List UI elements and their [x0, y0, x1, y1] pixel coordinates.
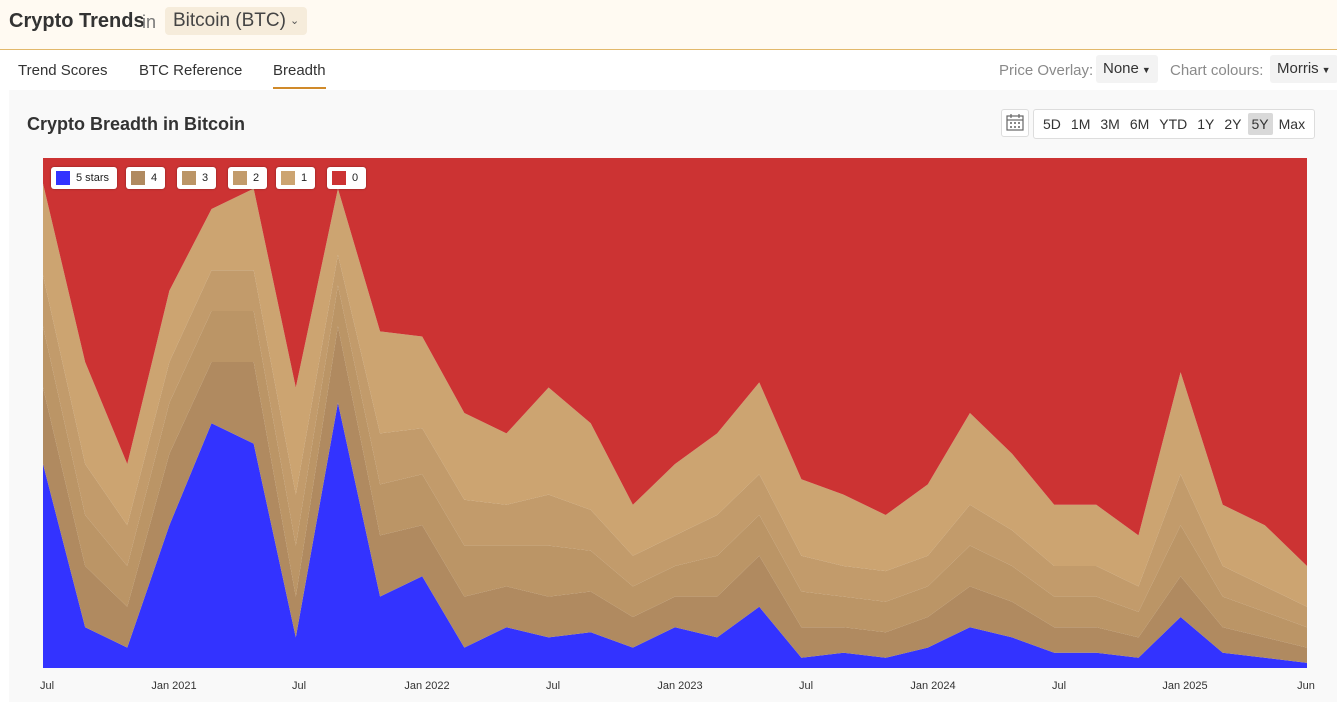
chevron-down-icon: ▼ — [1321, 65, 1331, 75]
legend-label: 2 — [253, 172, 260, 184]
legend-swatch — [131, 171, 145, 185]
top-bar: Crypto Trends in Bitcoin (BTC) ⌄ — [0, 0, 1337, 50]
legend-label: 1 — [301, 172, 308, 184]
legend-item[interactable]: 4 — [126, 167, 166, 189]
legend-item[interactable]: 1 — [276, 167, 316, 189]
tab-bar: Trend Scores BTC Reference Breadth Price… — [0, 50, 1337, 90]
chart-colours-label: Chart colours: — [1170, 62, 1264, 79]
x-tick-label: Jan 2023 — [657, 680, 703, 692]
tab-btc-reference[interactable]: BTC Reference — [139, 62, 243, 79]
calendar-icon — [1006, 114, 1024, 131]
x-tick-label: Jan 2022 — [404, 680, 450, 692]
chart-title: Crypto Breadth in Bitcoin — [27, 114, 246, 134]
tab-trend-scores[interactable]: Trend Scores — [18, 62, 108, 79]
x-tick-label: Jan 2021 — [151, 680, 197, 692]
chart-panel: Crypto Breadth in Bitcoin 5D 1M 3M 6M YTD 1Y 2… — [9, 90, 1337, 702]
x-tick-label: Jan 2024 — [910, 680, 956, 692]
chart-colours-select[interactable]: Morris ▼ — [1270, 55, 1337, 83]
range-button-6m[interactable]: 6M — [1129, 116, 1150, 132]
x-tick-label: Jul — [798, 680, 814, 692]
legend-label: 5 stars — [76, 172, 110, 184]
range-button-max[interactable]: Max — [1278, 116, 1306, 132]
x-tick-label: Jul — [39, 680, 55, 692]
legend-label: 4 — [151, 172, 158, 184]
calendar-button[interactable] — [1001, 109, 1029, 137]
x-tick-label: Jun — [1297, 680, 1315, 692]
legend-swatch — [56, 171, 70, 185]
range-selector: 5D 1M 3M 6M YTD 1Y 2Y 5Y Max — [1033, 109, 1316, 139]
tab-breadth[interactable]: Breadth — [273, 62, 326, 89]
chart-colours-value: Morris — [1277, 60, 1319, 77]
range-button-3m[interactable]: 3M — [1100, 116, 1120, 132]
price-overlay-value: None — [1103, 60, 1139, 77]
range-button-5d[interactable]: 5D — [1043, 116, 1061, 132]
app-title: Crypto Trends — [9, 10, 145, 32]
x-tick-label: Jul — [291, 680, 307, 692]
legend-item[interactable]: 2 — [228, 167, 268, 189]
area-series-5-stars — [43, 402, 1307, 668]
x-tick-label: Jan 2025 — [1162, 680, 1208, 692]
legend-swatch — [281, 171, 295, 185]
x-tick-label: Jul — [545, 680, 561, 692]
price-overlay-label: Price Overlay: — [999, 62, 1094, 79]
range-button-5y[interactable]: 5Y — [1247, 113, 1273, 135]
legend-swatch — [233, 171, 247, 185]
range-button-1m[interactable]: 1M — [1070, 116, 1091, 132]
area-series-0 — [43, 158, 1307, 566]
range-button-2y[interactable]: 2Y — [1224, 116, 1242, 132]
chevron-down-icon: ⌄ — [289, 15, 300, 27]
legend-label: 3 — [202, 172, 209, 184]
in-label: in — [142, 12, 157, 32]
area-series-3 — [43, 285, 1307, 648]
legend-label: 0 — [352, 172, 359, 184]
x-tick-label: Jul — [1051, 680, 1067, 692]
legend-item[interactable]: 3 — [177, 167, 217, 189]
area-series-1 — [43, 183, 1307, 607]
legend-swatch — [182, 171, 196, 185]
asset-select[interactable]: Bitcoin (BTC) ⌄ — [165, 7, 308, 35]
legend-swatch — [332, 171, 346, 185]
legend-item[interactable]: 5 stars — [51, 167, 118, 189]
breadth-area-chart — [43, 158, 1307, 668]
range-button-1y[interactable]: 1Y — [1197, 116, 1215, 132]
asset-select-value: Bitcoin (BTC) — [173, 10, 286, 32]
chevron-down-icon: ▼ — [1141, 65, 1151, 75]
price-overlay-select[interactable]: None ▼ — [1096, 55, 1158, 83]
area-series-2 — [43, 254, 1307, 628]
range-button-ytd[interactable]: YTD — [1159, 116, 1188, 132]
legend-item[interactable]: 0 — [327, 167, 367, 189]
